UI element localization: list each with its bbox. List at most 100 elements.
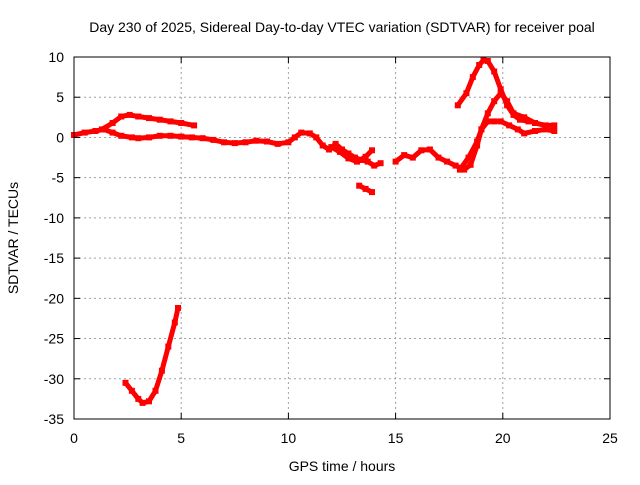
data-point [480,57,487,64]
data-point [126,111,133,118]
x-tick-label: 25 [602,430,618,446]
data-point [167,132,174,139]
data-point [452,162,459,169]
data-point [521,130,528,137]
data-point [306,130,313,137]
data-point [401,152,408,159]
data-point [474,138,481,145]
data-point [345,155,352,162]
x-tick-label: 0 [70,430,78,446]
data-point [506,122,513,129]
x-tick-label: 5 [177,430,185,446]
data-point [362,185,369,192]
data-point [135,395,142,402]
x-tick-label: 15 [388,430,404,446]
data-point [362,153,369,160]
data-point [454,102,461,109]
chart-title: Day 230 of 2025, Sidereal Day-to-day VTE… [89,19,595,35]
data-point [98,126,105,133]
data-point [484,118,491,125]
data-point [274,140,281,147]
data-point [514,126,521,133]
series-group [98,111,198,133]
data-point [178,120,185,126]
data-point [551,128,558,134]
data-point [171,319,178,326]
data-point [542,122,549,129]
series-group [456,118,558,173]
data-point [369,189,375,196]
series-group [122,305,181,406]
data-point [128,134,135,141]
y-tick-label: 10 [48,49,64,65]
plot-area [74,57,610,419]
data-point [461,166,468,173]
data-point [491,98,498,105]
data-point [484,110,491,117]
data-point [231,140,238,147]
series-line [99,112,197,132]
data-point [135,135,142,142]
data-point [371,162,378,169]
data-point [532,120,538,126]
data-point [456,166,463,173]
data-point [128,387,135,394]
data-point [510,111,517,118]
data-point [146,398,152,405]
data-point [484,58,491,64]
data-point [332,140,339,147]
grid-lines [74,57,610,419]
data-point [178,133,185,140]
data-point [354,158,360,165]
y-tick-label: -25 [44,331,64,347]
data-point [81,129,88,136]
data-point [426,146,433,153]
data-point [542,126,549,133]
data-point [491,118,498,125]
data-point [298,129,305,136]
data-point [497,86,504,93]
data-point [167,118,174,125]
data-point [517,116,523,123]
data-point [356,182,363,189]
data-series [71,57,558,406]
data-point [467,161,474,168]
y-tick-label: -35 [44,411,64,427]
data-point [476,62,483,68]
data-point [313,134,320,141]
data-point [491,68,498,75]
data-point [444,158,451,165]
data-point [188,134,195,141]
data-point [551,122,558,129]
data-point [146,115,152,122]
data-point [478,126,485,133]
y-tick-label: 5 [56,89,64,105]
data-point [221,139,228,146]
y-tick-label: -10 [44,210,64,226]
data-point [409,154,416,161]
data-point [521,114,528,121]
data-point [118,132,125,139]
series-group [356,182,375,196]
data-point [158,367,165,374]
data-point [122,379,129,386]
y-tick-label: -15 [44,250,64,266]
data-point [319,142,326,149]
data-point [156,132,163,139]
data-point [369,147,375,154]
data-point [109,129,116,136]
data-point [351,154,358,161]
data-point [418,147,425,154]
x-tick-label: 20 [495,430,511,446]
y-tick-label: 0 [56,129,64,145]
data-point [336,148,343,155]
plot-border [73,56,611,420]
data-point [377,160,384,167]
data-point [165,343,172,350]
data-point [525,118,532,125]
data-point [469,74,476,81]
data-point [264,138,270,145]
data-point [532,128,538,134]
series-group [328,144,375,165]
